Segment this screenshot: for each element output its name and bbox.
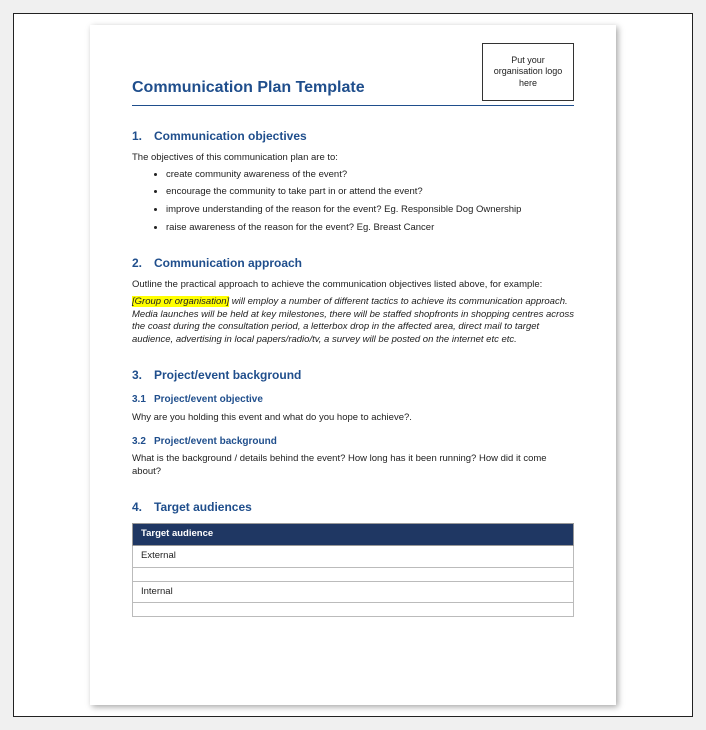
section-3-title: Project/event background bbox=[154, 368, 301, 382]
section-3-1-number: 3.1 bbox=[132, 393, 154, 407]
canvas-frame: Put your organisation logo here Communic… bbox=[13, 13, 693, 717]
section-1-title: Communication objectives bbox=[154, 129, 307, 143]
bullet-item: raise awareness of the reason for the ev… bbox=[166, 222, 574, 235]
section-3-2-body: What is the background / details behind … bbox=[132, 453, 574, 479]
section-1-bullets: create community awareness of the event?… bbox=[166, 169, 574, 235]
section-1-number: 1. bbox=[132, 128, 154, 144]
section-4-title: Target audiences bbox=[154, 500, 252, 514]
logo-placeholder-box: Put your organisation logo here bbox=[482, 43, 574, 101]
table-cell bbox=[133, 567, 574, 581]
bullet-item: improve understanding of the reason for … bbox=[166, 204, 574, 217]
logo-placeholder-text: Put your organisation logo here bbox=[487, 55, 569, 89]
table-row bbox=[133, 567, 574, 581]
section-3-2-heading: 3.2Project/event background bbox=[132, 435, 574, 449]
target-audience-table: Target audience External Internal bbox=[132, 523, 574, 617]
section-4-number: 4. bbox=[132, 499, 154, 515]
table-row: Internal bbox=[133, 581, 574, 603]
section-3-number: 3. bbox=[132, 367, 154, 383]
highlighted-placeholder: [Group or organisation] bbox=[132, 296, 229, 307]
section-1-heading: 1.Communication objectives bbox=[132, 128, 574, 144]
table-cell: Internal bbox=[133, 581, 574, 603]
section-3-1-heading: 3.1Project/event objective bbox=[132, 393, 574, 407]
bullet-item: encourage the community to take part in … bbox=[166, 186, 574, 199]
table-row: External bbox=[133, 545, 574, 567]
title-underline bbox=[132, 105, 574, 106]
table-cell: External bbox=[133, 545, 574, 567]
section-1-intro: The objectives of this communication pla… bbox=[132, 152, 574, 165]
section-3-1-title: Project/event objective bbox=[154, 394, 263, 405]
section-2-number: 2. bbox=[132, 255, 154, 271]
section-3-2-number: 3.2 bbox=[132, 435, 154, 449]
section-2-title: Communication approach bbox=[154, 256, 302, 270]
section-2-example: [Group or organisation] will employ a nu… bbox=[132, 296, 574, 347]
section-4-heading: 4.Target audiences bbox=[132, 499, 574, 515]
table-cell bbox=[133, 603, 574, 617]
table-row bbox=[133, 603, 574, 617]
bullet-item: create community awareness of the event? bbox=[166, 169, 574, 182]
section-3-heading: 3.Project/event background bbox=[132, 367, 574, 383]
section-3-2-title: Project/event background bbox=[154, 436, 277, 447]
document-page: Put your organisation logo here Communic… bbox=[90, 25, 616, 705]
section-3-1-body: Why are you holding this event and what … bbox=[132, 412, 574, 425]
table-header-cell: Target audience bbox=[133, 523, 574, 545]
section-2-intro: Outline the practical approach to achiev… bbox=[132, 279, 574, 292]
section-2-heading: 2.Communication approach bbox=[132, 255, 574, 271]
